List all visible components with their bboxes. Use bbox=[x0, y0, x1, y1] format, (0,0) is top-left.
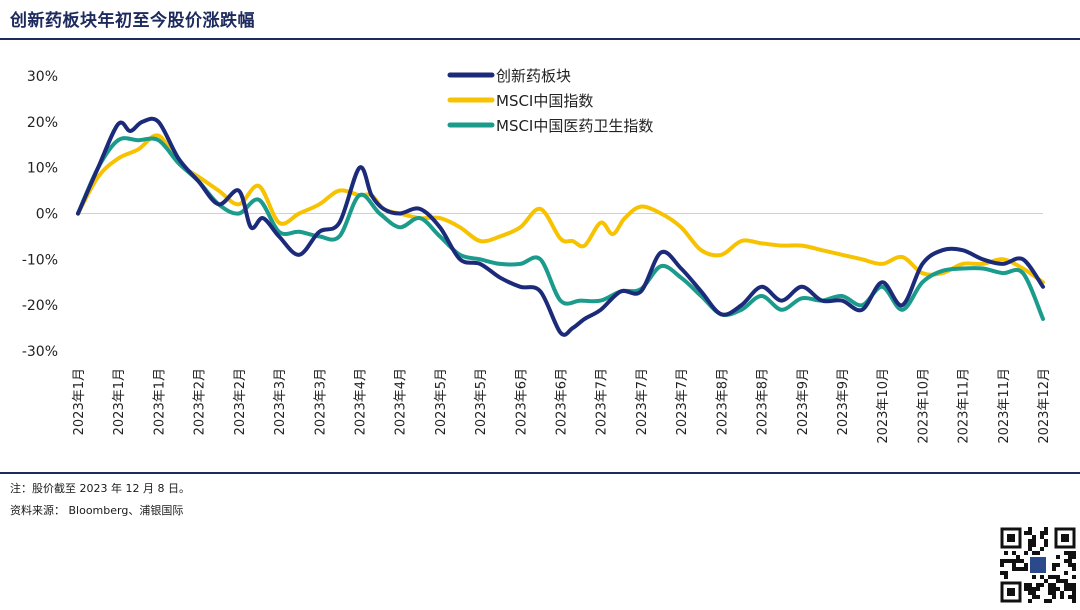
x-tick-label: 2023年11月 bbox=[997, 368, 1012, 444]
y-tick-label: 20% bbox=[27, 115, 58, 131]
x-tick-label: 2023年5月 bbox=[474, 368, 489, 435]
x-tick-label: 2023年3月 bbox=[313, 368, 328, 435]
x-tick-label: 2023年9月 bbox=[796, 368, 811, 435]
x-tick-label: 2023年7月 bbox=[595, 368, 610, 435]
series-line-1 bbox=[76, 133, 1045, 285]
x-tick-label: 2023年2月 bbox=[193, 368, 208, 435]
legend-label-0: 创新药板块 bbox=[496, 67, 571, 85]
x-tick-label: 2023年12月 bbox=[1037, 368, 1052, 444]
legend-label-1: MSCI中国指数 bbox=[496, 92, 593, 110]
chart-lines bbox=[76, 116, 1045, 337]
qr-code bbox=[1000, 527, 1076, 603]
source-note: 资料来源： Bloomberg、浦银国际 bbox=[10, 504, 184, 517]
y-tick-label: 0% bbox=[36, 207, 58, 223]
x-tick-label: 2023年2月 bbox=[233, 368, 248, 435]
x-tick-label: 2023年1月 bbox=[152, 368, 167, 435]
x-tick-label: 2023年4月 bbox=[353, 368, 368, 435]
y-tick-label: -30% bbox=[22, 344, 58, 360]
x-tick-label: 2023年4月 bbox=[394, 368, 409, 435]
x-tick-label: 2023年7月 bbox=[675, 368, 690, 435]
x-tick-label: 2023年8月 bbox=[715, 368, 730, 435]
x-tick-label: 2023年3月 bbox=[273, 368, 288, 435]
x-axis: 2023年1月 2023年1月 2023年1月 2023年2月 2023年2月 2023年… bbox=[72, 368, 1052, 444]
footer-divider bbox=[0, 472, 1080, 474]
x-tick-label: 2023年9月 bbox=[836, 368, 851, 435]
x-tick-label: 2023年6月 bbox=[555, 368, 570, 435]
x-tick-label: 2023年8月 bbox=[756, 368, 771, 435]
title-divider bbox=[0, 38, 1080, 40]
y-tick-label: 10% bbox=[27, 161, 58, 177]
series-line-2 bbox=[76, 136, 1045, 321]
x-tick-label: 2023年1月 bbox=[112, 368, 127, 435]
line-chart: -30%-20%-10%0%10%20%30% 2023年1月 2023年1月 20… bbox=[22, 67, 1052, 444]
legend-label-2: MSCI中国医药卫生指数 bbox=[496, 117, 653, 135]
chart-legend: 创新药板块 MSCI中国指数 MSCI中国医药卫生指数 bbox=[447, 67, 653, 135]
x-tick-label: 2023年10月 bbox=[916, 368, 931, 444]
x-tick-label: 2023年1月 bbox=[72, 368, 87, 435]
y-tick-label: -20% bbox=[22, 298, 58, 314]
x-tick-label: 2023年5月 bbox=[434, 368, 449, 435]
series-line-0 bbox=[76, 116, 1045, 337]
x-tick-label: 2023年7月 bbox=[635, 368, 650, 435]
footnote: 注：股价截至 2023 年 12 月 8 日。 bbox=[10, 482, 190, 495]
y-tick-label: -10% bbox=[22, 252, 58, 268]
x-tick-label: 2023年6月 bbox=[514, 368, 529, 435]
x-tick-label: 2023年10月 bbox=[876, 368, 891, 444]
chart-title: 创新药板块年初至今股价涨跌幅 bbox=[10, 11, 255, 31]
x-tick-label: 2023年11月 bbox=[957, 368, 972, 444]
y-tick-label: 30% bbox=[27, 69, 58, 85]
